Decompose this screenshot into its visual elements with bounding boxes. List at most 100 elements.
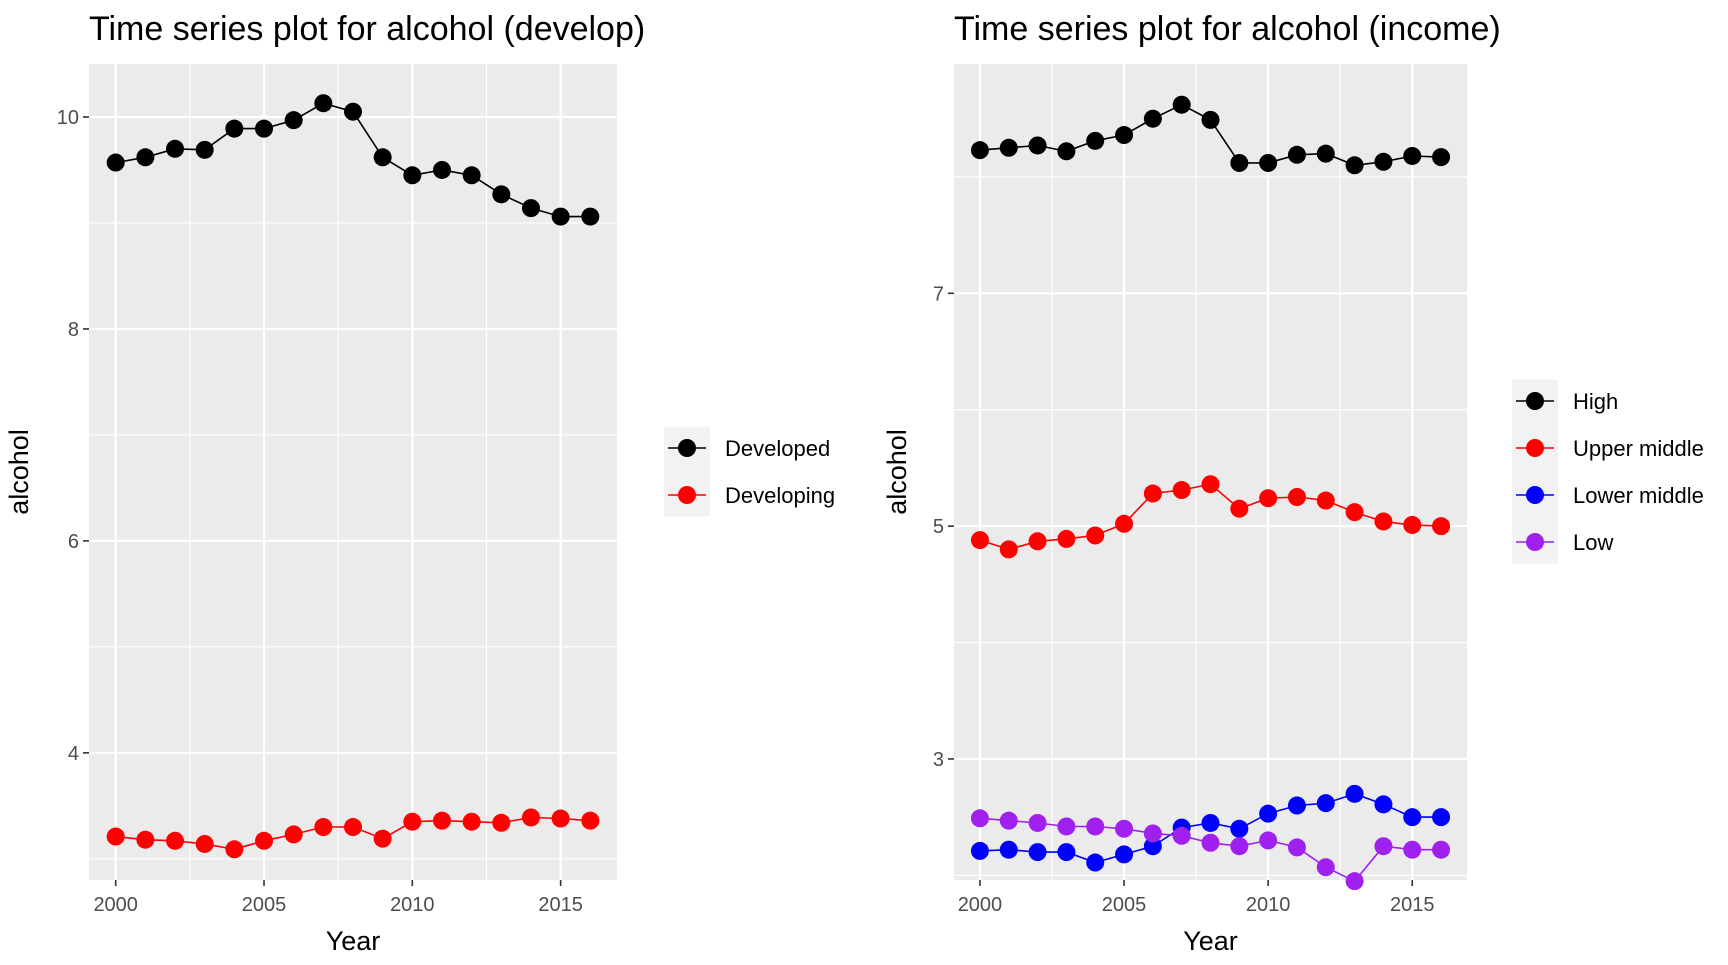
data-point — [492, 813, 511, 832]
data-point — [1316, 794, 1335, 813]
data-point — [1230, 819, 1249, 838]
chart-develop: Time series plot for alcohol (develop) 20… — [4, 10, 835, 956]
legend: High Upper middle Lower middle Low — [1512, 379, 1704, 564]
chart-svg: Time series plot for alcohol (income) 200… — [882, 10, 1704, 956]
data-point — [551, 809, 570, 828]
y-tick-label: 8 — [68, 319, 79, 341]
data-point — [1057, 142, 1076, 161]
gridlines — [89, 64, 617, 880]
x-tick-label: 2015 — [1390, 894, 1435, 916]
data-point — [1143, 109, 1162, 128]
chart-title: Time series plot for alcohol (develop) — [89, 10, 645, 48]
data-point — [1432, 840, 1451, 859]
data-point — [581, 207, 600, 226]
data-point — [136, 830, 155, 849]
data-point — [106, 153, 125, 172]
legend-item: Developed — [668, 436, 830, 461]
legend-key-marker — [1526, 439, 1544, 457]
data-point — [344, 102, 362, 121]
x-axis-title: Year — [326, 926, 381, 956]
data-point — [1115, 126, 1134, 145]
legend-item: High — [1516, 389, 1618, 414]
data-point — [970, 531, 989, 550]
legend-key-marker — [1526, 392, 1544, 410]
data-point — [1287, 145, 1306, 164]
legend-key-marker — [678, 439, 696, 457]
legend-item: Developing — [668, 483, 835, 508]
data-point — [255, 831, 274, 850]
data-point — [462, 812, 481, 831]
x-tick-label: 2005 — [1102, 894, 1147, 916]
data-point — [1172, 826, 1191, 845]
data-point — [521, 808, 540, 827]
data-point — [581, 811, 600, 830]
data-point — [1432, 148, 1451, 167]
data-point — [1374, 795, 1393, 814]
data-point — [1143, 484, 1162, 503]
data-point — [373, 148, 392, 167]
data-point — [1345, 872, 1364, 891]
data-point — [1230, 153, 1249, 172]
data-point — [1259, 804, 1278, 823]
plot-panel — [89, 64, 617, 880]
data-point — [551, 207, 570, 226]
data-point — [521, 199, 540, 218]
y-tick-label: 6 — [68, 531, 79, 553]
data-point — [136, 148, 155, 167]
data-point — [1374, 837, 1393, 856]
data-point — [225, 119, 244, 138]
chart-title: Time series plot for alcohol (income) — [954, 10, 1501, 48]
legend-label: High — [1573, 389, 1618, 414]
data-point — [1287, 488, 1306, 507]
data-point — [492, 185, 511, 204]
y-tick-label: 4 — [68, 743, 79, 765]
data-point — [1345, 784, 1364, 803]
data-point — [1345, 156, 1364, 175]
data-point — [970, 809, 989, 828]
data-point — [1403, 146, 1422, 165]
legend-key-background — [1512, 379, 1558, 564]
data-point — [1057, 529, 1076, 548]
data-point — [1172, 481, 1191, 500]
data-point — [1115, 819, 1134, 838]
data-point — [1374, 512, 1393, 531]
legend-item: Upper middle — [1516, 436, 1704, 461]
data-point — [344, 818, 362, 837]
data-point — [462, 166, 481, 185]
chart-income: Time series plot for alcohol (income) 200… — [864, 0, 1728, 965]
legend-label: Lower middle — [1573, 483, 1704, 508]
legend-label: Developing — [725, 483, 835, 508]
legend-key-marker — [678, 486, 696, 504]
data-point — [373, 829, 392, 848]
data-point — [1230, 837, 1249, 856]
legend-key-marker — [1526, 486, 1544, 504]
data-point — [195, 140, 214, 159]
data-point — [1028, 843, 1047, 862]
x-tick-label: 2015 — [538, 894, 583, 916]
data-point — [1028, 813, 1047, 832]
data-point — [432, 160, 451, 179]
y-tick-label: 5 — [933, 516, 944, 538]
data-point — [284, 111, 303, 130]
data-point — [1345, 503, 1364, 522]
data-point — [314, 818, 333, 837]
series-developed — [106, 94, 600, 226]
data-point — [195, 834, 214, 853]
data-point — [403, 812, 422, 831]
data-point — [106, 827, 125, 846]
data-point — [1201, 110, 1220, 129]
data-point — [1057, 817, 1076, 836]
series-low — [970, 809, 1451, 891]
x-tick-label: 2010 — [390, 894, 435, 916]
x-axis-title: Year — [1183, 926, 1238, 956]
data-point — [166, 831, 185, 850]
data-point — [403, 166, 422, 185]
data-point — [1403, 808, 1422, 827]
y-tick-label: 10 — [57, 107, 79, 129]
legend-label: Low — [1573, 530, 1613, 555]
legend-key-marker — [1526, 533, 1544, 551]
data-point — [1086, 853, 1105, 872]
data-point — [970, 841, 989, 860]
data-point — [432, 811, 451, 830]
series-upper-middle — [970, 475, 1451, 559]
